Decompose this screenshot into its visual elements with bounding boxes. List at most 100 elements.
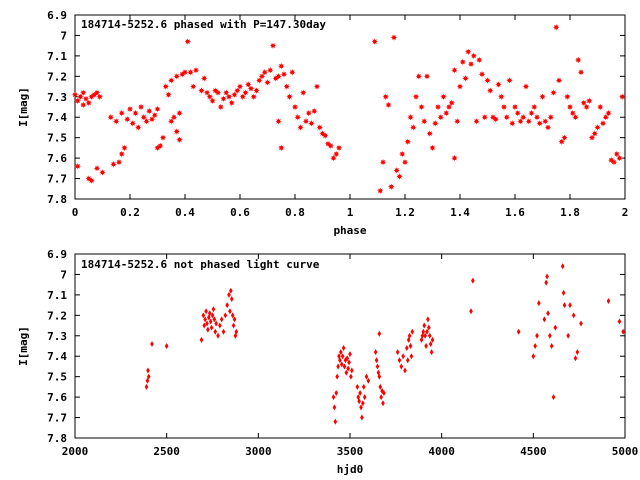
data-point: [476, 56, 483, 64]
data-point: [445, 103, 453, 111]
data-point: [110, 161, 117, 168]
data-point: [342, 363, 347, 370]
y-tick-label: 7.2: [47, 70, 67, 83]
data-point: [209, 324, 214, 331]
y-tick-label: 7.5: [47, 371, 67, 384]
x-tick-label: 0: [72, 206, 79, 219]
data-point: [371, 38, 378, 45]
data-point: [462, 75, 469, 82]
data-point: [397, 357, 402, 364]
data-point: [528, 109, 535, 117]
x-axis-label: hjd0: [337, 463, 364, 476]
data-point: [311, 107, 318, 115]
data-point: [151, 111, 158, 119]
data-point: [93, 89, 101, 96]
data-point: [539, 93, 546, 100]
data-point: [471, 277, 475, 284]
data-point: [500, 103, 508, 111]
data-point: [264, 79, 271, 86]
data-point: [146, 373, 151, 380]
data-point: [229, 295, 234, 302]
data-point: [388, 183, 395, 190]
data-point: [330, 154, 337, 162]
data-point: [430, 336, 435, 343]
data-point: [425, 328, 429, 335]
data-point: [467, 60, 475, 68]
chart-title: 184714-5252.6 phased with P=147.30day: [81, 18, 326, 31]
data-point: [359, 404, 363, 411]
data-point: [575, 349, 580, 356]
data-point: [420, 332, 425, 339]
data-point: [459, 58, 466, 66]
data-point: [546, 310, 550, 317]
y-tick-label: 7.1: [47, 289, 67, 302]
data-point: [170, 114, 178, 121]
data-point: [176, 136, 183, 143]
data-point: [580, 99, 587, 107]
data-point: [118, 150, 125, 158]
data-point: [208, 318, 213, 325]
data-point: [340, 353, 345, 360]
data-point: [399, 150, 406, 158]
data-point: [415, 73, 422, 80]
data-point: [405, 357, 410, 364]
data-point: [506, 77, 513, 84]
data-point: [379, 159, 387, 166]
data-point: [434, 103, 442, 111]
data-point: [514, 109, 521, 117]
data-point: [211, 306, 216, 313]
data-point: [594, 124, 601, 131]
data-point: [385, 101, 392, 109]
data-point: [396, 173, 403, 180]
x-tick-label: 0.4: [175, 206, 195, 219]
data-point: [377, 187, 384, 195]
data-point: [511, 103, 519, 111]
data-point: [573, 355, 578, 362]
data-point: [275, 118, 282, 125]
y-tick-label: 7.1: [47, 50, 67, 63]
data-point: [231, 322, 236, 329]
data-point: [407, 332, 412, 339]
data-point: [234, 328, 239, 335]
data-point: [533, 114, 541, 121]
data-point: [448, 99, 455, 107]
data-point: [210, 312, 215, 319]
data-point: [410, 124, 417, 131]
data-point: [187, 69, 194, 76]
data-point: [209, 97, 216, 105]
data-point: [509, 120, 516, 127]
data-point: [115, 159, 123, 166]
data-point: [426, 130, 433, 137]
data-point: [577, 69, 585, 76]
data-point: [418, 103, 425, 111]
data-point: [165, 91, 172, 98]
data-point: [267, 67, 274, 74]
x-tick-label: 1.2: [395, 206, 415, 219]
data-point: [571, 312, 576, 319]
data-point: [379, 394, 383, 401]
data-point: [77, 93, 84, 100]
data-point: [451, 154, 458, 162]
data-point: [520, 114, 527, 121]
data-points: [144, 263, 625, 425]
data-point: [216, 332, 220, 339]
data-point: [395, 349, 400, 356]
data-point: [334, 390, 339, 397]
data-point: [280, 71, 288, 78]
y-tick-label: 7.4: [47, 111, 67, 124]
data-point: [228, 308, 232, 315]
data-point: [575, 56, 582, 64]
data-point: [126, 105, 134, 113]
data-point: [344, 369, 349, 376]
data-point: [213, 328, 218, 335]
data-point: [343, 357, 348, 364]
data-point: [579, 320, 583, 327]
data-point: [96, 93, 103, 100]
data-point: [409, 353, 414, 360]
data-point: [357, 398, 361, 405]
y-tick-label: 7.5: [47, 132, 67, 145]
data-point: [551, 394, 556, 401]
data-point: [218, 322, 222, 329]
data-point: [350, 367, 354, 374]
y-tick-label: 6.9: [47, 9, 67, 22]
